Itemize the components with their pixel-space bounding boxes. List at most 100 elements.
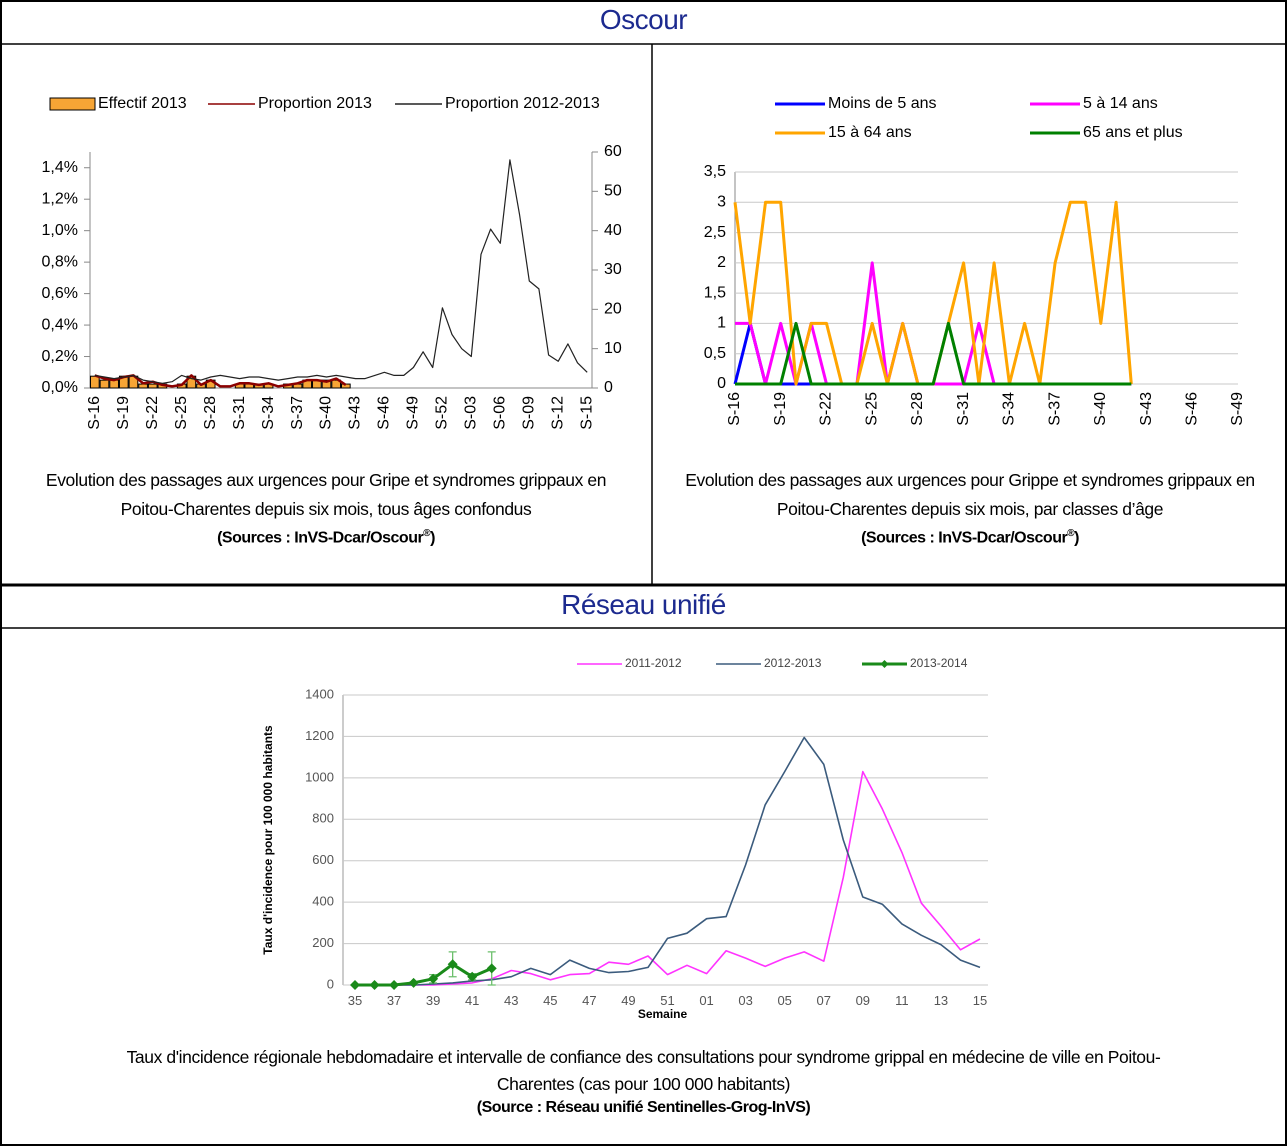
legend-label: 2013-2014 xyxy=(910,656,968,670)
line xyxy=(355,736,981,986)
x-tick-label: 09 xyxy=(856,993,870,1008)
y-axis-label: Taux d'incidence pour 100 000 habitants xyxy=(261,725,275,955)
x-tick-label: 35 xyxy=(348,993,362,1008)
x-tick-label: S-37 xyxy=(1046,392,1063,426)
x-tick-label: S-19 xyxy=(115,396,132,430)
y-tick-label: 1,5 xyxy=(704,284,726,301)
x-tick-label: 41 xyxy=(465,993,479,1008)
x-tick-label: S-25 xyxy=(863,392,880,426)
x-tick-label: S-43 xyxy=(347,396,364,430)
marker xyxy=(428,973,439,984)
bar xyxy=(321,379,332,389)
y-tick-label: 3,5 xyxy=(704,163,726,180)
legend-label: 15 à 64 ans xyxy=(828,124,912,141)
source: (Source : Réseau unifié Sentinelles-Grog… xyxy=(476,1099,811,1116)
legend-marker xyxy=(880,660,889,668)
source: (Sources : InVS-Dcar/Oscour®) xyxy=(664,524,1276,548)
legend-label: Effectif 2013 xyxy=(98,95,187,112)
y2-tick-label: 30 xyxy=(604,261,622,278)
source-text: (Sources : InVS-Dcar/Oscour xyxy=(217,529,424,547)
source-end: ) xyxy=(430,529,435,547)
x-tick-label: S-15 xyxy=(578,396,595,430)
x-tick-label: S-34 xyxy=(1001,392,1018,426)
caption-block: Taux d'incidence régionale hebdomadaire … xyxy=(100,1044,1187,1118)
x-tick-label: S-16 xyxy=(726,392,743,426)
x-tick-label: S-03 xyxy=(463,396,480,430)
x-tick-label: 15 xyxy=(973,993,987,1008)
x-tick-label: S-06 xyxy=(492,396,509,430)
y-tick-label: 0 xyxy=(327,976,334,991)
x-tick-label: 37 xyxy=(387,993,401,1008)
x-tick-label: S-46 xyxy=(376,396,393,430)
x-tick-label: 49 xyxy=(621,993,635,1008)
legend-label: 2012-2013 xyxy=(764,656,822,670)
y-tick-label: 0,0% xyxy=(42,379,78,396)
y-tick-label: 0,6% xyxy=(42,285,78,302)
y-tick-label: 0 xyxy=(717,375,726,392)
x-tick-label: 07 xyxy=(817,993,831,1008)
y-tick-label: 800 xyxy=(312,811,334,826)
legend-swatch xyxy=(49,97,96,111)
y-tick-label: 1,0% xyxy=(42,222,78,239)
marker xyxy=(467,971,478,982)
bar xyxy=(99,379,110,389)
x-tick-label: 13 xyxy=(934,993,948,1008)
x-tick-label: S-43 xyxy=(1138,392,1155,426)
marker xyxy=(447,959,458,970)
marker xyxy=(350,980,360,990)
x-tick-label: S-40 xyxy=(318,396,335,430)
x-tick-label: 43 xyxy=(504,993,518,1008)
caption-block: Evolution des passages aux urgences pour… xyxy=(20,466,632,548)
x-tick-label: 45 xyxy=(543,993,557,1008)
y-tick-label: 2 xyxy=(717,254,726,271)
x-tick-label: S-25 xyxy=(173,396,190,430)
line xyxy=(355,770,981,986)
x-tick-label: 03 xyxy=(738,993,752,1008)
x-tick-label: 39 xyxy=(426,993,440,1008)
y-tick-label: 0,4% xyxy=(42,316,78,333)
x-tick-label: S-16 xyxy=(86,396,103,430)
marker xyxy=(389,980,400,990)
line xyxy=(735,321,1132,386)
section-title: Réseau unifié xyxy=(561,589,726,620)
y2-tick-label: 20 xyxy=(604,301,622,318)
x-tick-label: S-49 xyxy=(1229,392,1246,426)
marker xyxy=(408,977,419,988)
bar xyxy=(89,375,100,389)
y2-tick-label: 60 xyxy=(604,143,622,160)
y-tick-label: 1400 xyxy=(305,686,334,701)
caption: Evolution des passages aux urgences pour… xyxy=(685,470,1255,519)
source-mark: ® xyxy=(1067,528,1075,539)
legend-label: 65 ans et plus xyxy=(1083,124,1183,141)
legend-label: 5 à 14 ans xyxy=(1083,95,1158,112)
y-tick-label: 1,4% xyxy=(42,159,78,176)
bar xyxy=(138,383,148,389)
caption-block: Evolution des passages aux urgences pour… xyxy=(664,466,1276,548)
marker xyxy=(486,963,497,974)
legend-label: Proportion 2012-2013 xyxy=(445,95,600,112)
x-tick-label: 51 xyxy=(660,993,674,1008)
marker xyxy=(369,980,380,990)
y-tick-label: 3 xyxy=(717,194,726,211)
legend-label: Moins de 5 ans xyxy=(828,95,937,112)
x-tick-label: S-31 xyxy=(231,396,248,430)
x-tick-label: S-09 xyxy=(520,396,537,430)
x-tick-label: S-28 xyxy=(909,392,926,426)
x-tick-label: S-28 xyxy=(202,396,219,430)
bar xyxy=(331,379,342,389)
x-tick-label: 05 xyxy=(777,993,791,1008)
x-tick-label: S-52 xyxy=(434,396,451,430)
y2-tick-label: 50 xyxy=(604,183,622,200)
y-tick-label: 2,5 xyxy=(704,224,726,241)
y-tick-label: 1000 xyxy=(305,769,334,784)
y2-tick-label: 10 xyxy=(604,340,622,357)
line xyxy=(94,159,588,384)
caption: Taux d'incidence régionale hebdomadaire … xyxy=(126,1047,1161,1094)
y2-tick-label: 0 xyxy=(604,379,613,396)
x-tick-label: S-40 xyxy=(1092,392,1109,426)
y-tick-label: 1200 xyxy=(305,728,334,743)
x-axis-label: Semaine xyxy=(638,1007,688,1021)
y-tick-label: 400 xyxy=(312,894,334,909)
